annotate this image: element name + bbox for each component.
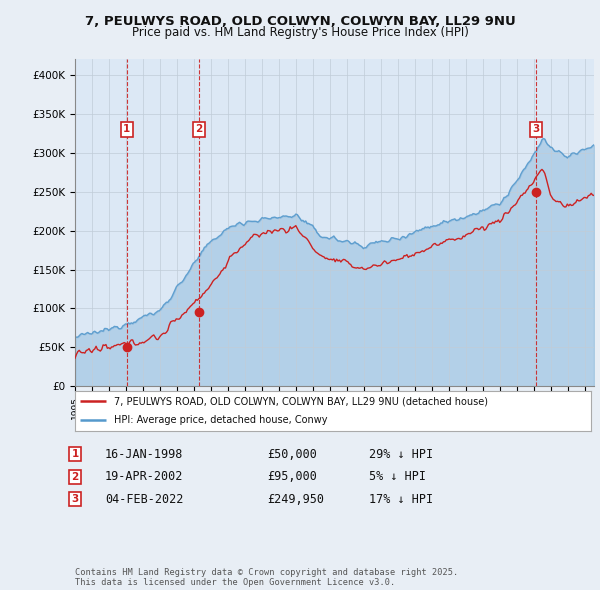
- Text: 1: 1: [71, 450, 79, 459]
- Text: 3: 3: [71, 494, 79, 504]
- Text: £249,950: £249,950: [267, 493, 324, 506]
- Text: 7, PEULWYS ROAD, OLD COLWYN, COLWYN BAY, LL29 9NU: 7, PEULWYS ROAD, OLD COLWYN, COLWYN BAY,…: [85, 15, 515, 28]
- Text: 19-APR-2002: 19-APR-2002: [105, 470, 184, 483]
- Text: 29% ↓ HPI: 29% ↓ HPI: [369, 448, 433, 461]
- Text: 2: 2: [71, 472, 79, 481]
- Text: 5% ↓ HPI: 5% ↓ HPI: [369, 470, 426, 483]
- Text: 2: 2: [196, 124, 203, 134]
- Text: £95,000: £95,000: [267, 470, 317, 483]
- Text: 3: 3: [532, 124, 539, 134]
- Text: 17% ↓ HPI: 17% ↓ HPI: [369, 493, 433, 506]
- Text: 04-FEB-2022: 04-FEB-2022: [105, 493, 184, 506]
- Text: 16-JAN-1998: 16-JAN-1998: [105, 448, 184, 461]
- Text: HPI: Average price, detached house, Conwy: HPI: Average price, detached house, Conw…: [114, 415, 327, 425]
- Text: 1: 1: [123, 124, 130, 134]
- Text: £50,000: £50,000: [267, 448, 317, 461]
- Text: 7, PEULWYS ROAD, OLD COLWYN, COLWYN BAY, LL29 9NU (detached house): 7, PEULWYS ROAD, OLD COLWYN, COLWYN BAY,…: [114, 396, 488, 407]
- Text: Contains HM Land Registry data © Crown copyright and database right 2025.
This d: Contains HM Land Registry data © Crown c…: [75, 568, 458, 587]
- Text: Price paid vs. HM Land Registry's House Price Index (HPI): Price paid vs. HM Land Registry's House …: [131, 26, 469, 39]
